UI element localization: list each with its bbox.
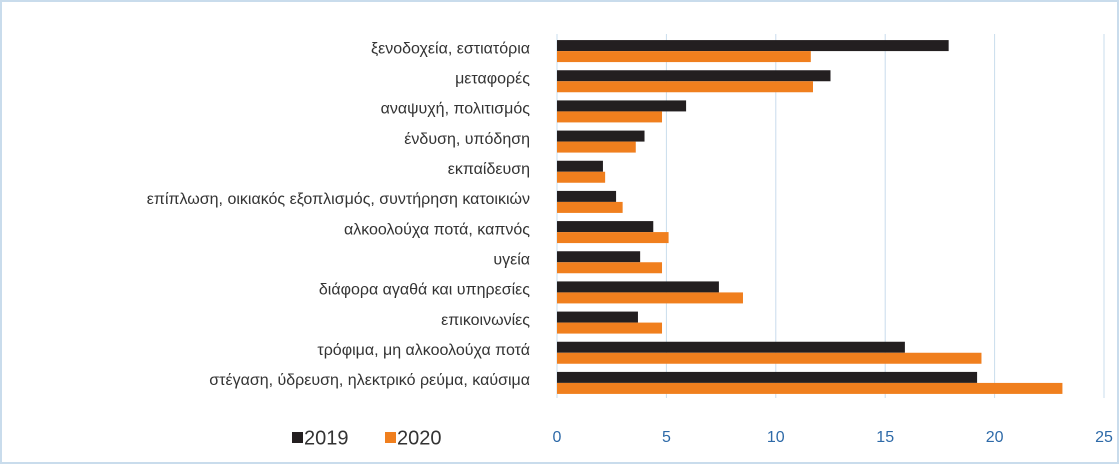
x-tick-label: 5 [662, 429, 671, 446]
x-tick-label: 0 [553, 429, 562, 446]
y-tick-label: υγεία [493, 251, 530, 268]
legend-swatch [292, 432, 303, 443]
bar [557, 190, 617, 202]
y-tick-label: μεταφορές [455, 70, 530, 87]
bar [557, 201, 623, 213]
y-tick-label: τρόφιμα, μη αλκοολούχα ποτά [317, 342, 530, 359]
bar [557, 262, 663, 274]
y-tick-label: ξενοδοχεία, εστιατόρια [371, 40, 530, 57]
y-tick-label: επίπλωση, οικιακός εξοπλισμός, συντήρηση… [147, 191, 530, 208]
x-tick-label: 25 [1095, 429, 1113, 446]
bar [557, 311, 638, 323]
legend-label: 2019 [304, 427, 349, 449]
bar [557, 232, 669, 244]
bar [557, 171, 606, 183]
x-tick-label: 10 [767, 429, 785, 446]
bar [557, 221, 654, 233]
bar [557, 40, 949, 52]
bar [557, 160, 603, 172]
legend-label: 2020 [397, 427, 442, 449]
bar [557, 251, 641, 263]
bar [557, 70, 831, 82]
y-tick-label: ένδυση, υπόδηση [404, 131, 530, 148]
bar [557, 81, 813, 93]
y-tick-label: εκπαίδευση [448, 161, 530, 178]
bar [557, 281, 719, 293]
bar [557, 292, 743, 304]
bar [557, 341, 905, 353]
bar [557, 100, 687, 112]
y-tick-label: στέγαση, ύδρευση, ηλεκτρικό ρεύμα, καύσι… [209, 372, 530, 389]
x-tick-label: 15 [876, 429, 894, 446]
y-tick-label: διάφορα αγαθά και υπηρεσίες [319, 282, 530, 299]
bar [557, 51, 811, 63]
x-tick-label: 20 [986, 429, 1004, 446]
y-tick-label: αλκοολούχα ποτά, καπνός [344, 221, 530, 238]
bar [557, 322, 663, 334]
bar [557, 141, 636, 153]
bar [557, 130, 645, 142]
y-tick-label: αναψυχή, πολιτισμός [381, 101, 531, 118]
y-tick-label: επικοινωνίες [441, 312, 530, 329]
bar [557, 371, 978, 383]
bar [557, 382, 1063, 394]
legend-swatch [385, 432, 396, 443]
bar [557, 111, 663, 123]
bar [557, 352, 982, 364]
